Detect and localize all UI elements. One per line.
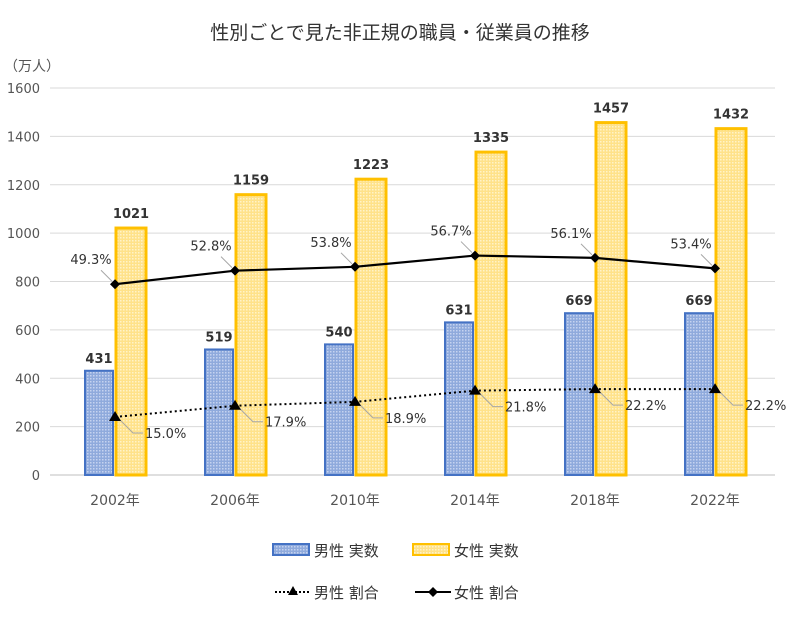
y-tick-label: 1400 <box>7 130 40 145</box>
bar-label-female: 1432 <box>713 108 749 123</box>
marker-diamond <box>590 252 600 263</box>
marker-triangle <box>709 383 721 394</box>
marker-triangle <box>469 384 481 395</box>
line-female-ratio <box>114 254 716 286</box>
leader-line <box>598 390 623 406</box>
leader-line <box>460 241 473 253</box>
bar-male <box>324 343 354 477</box>
bar-label-female: 1159 <box>233 174 269 189</box>
ratio-label-female: 56.1% <box>550 227 591 242</box>
bar-male <box>84 369 114 476</box>
bar-female <box>594 121 628 477</box>
leader-line <box>580 243 593 256</box>
bar-label-female: 1021 <box>113 207 149 222</box>
bar-label-male: 669 <box>565 294 592 309</box>
ratio-label-female: 53.8% <box>310 236 351 251</box>
y-tick-label: 1000 <box>7 227 40 242</box>
bar-female <box>114 226 148 477</box>
bar-label-male: 431 <box>85 352 112 367</box>
marker-triangle <box>349 395 361 406</box>
leader-line <box>340 252 353 265</box>
bar-female <box>474 150 508 477</box>
ratio-label-male: 21.8% <box>505 401 546 416</box>
leader-line <box>238 407 263 423</box>
ratio-label-male: 17.9% <box>265 416 306 431</box>
y-tick-label: 800 <box>15 276 40 291</box>
legend-swatch-male-count <box>272 543 310 556</box>
marker-diamond <box>110 279 120 290</box>
ratio-label-male: 15.0% <box>145 427 186 442</box>
y-tick-label: 1200 <box>7 179 40 194</box>
legend-diamond-icon <box>428 587 438 597</box>
ratio-label-female: 53.4% <box>670 237 711 252</box>
chart-title: 性別ごとで見た非正規の職員・従業員の推移 <box>210 22 590 44</box>
x-tick-label: 2014年 <box>450 493 500 509</box>
bar-label-female: 1223 <box>353 158 389 173</box>
legend-label: 男性 割合 <box>314 584 379 602</box>
ratio-label-female: 56.7% <box>430 225 471 240</box>
y-tick-label: 400 <box>15 372 40 387</box>
legend-label: 女性 実数 <box>454 542 519 560</box>
x-tick-label: 2006年 <box>210 493 260 509</box>
leader-line <box>358 403 383 419</box>
marker-triangle <box>229 399 241 410</box>
bar-label-female: 1457 <box>593 102 629 117</box>
bar-male <box>444 321 474 476</box>
leader-line <box>118 418 143 434</box>
legend-label: 女性 割合 <box>454 584 519 602</box>
marker-diamond <box>470 250 480 261</box>
bar-label-male: 669 <box>685 294 712 309</box>
y-tick-label: 1600 <box>7 82 40 97</box>
leader-line <box>478 392 503 408</box>
bar-male <box>564 312 594 477</box>
leader-line <box>700 253 713 266</box>
marker-diamond <box>710 263 720 274</box>
x-tick-label: 2002年 <box>90 493 140 509</box>
line-male-ratio <box>114 388 715 418</box>
y-tick-label: 600 <box>15 324 40 339</box>
bar-female <box>234 193 268 477</box>
leader-line <box>100 269 113 282</box>
x-tick-label: 2018年 <box>570 493 620 509</box>
ratio-label-male: 22.2% <box>625 399 666 414</box>
ratio-label-female: 49.3% <box>70 253 111 268</box>
marker-triangle <box>589 383 601 394</box>
marker-diamond <box>230 265 240 276</box>
ratio-label-female: 52.8% <box>190 240 231 255</box>
ratio-label-male: 18.9% <box>385 412 426 427</box>
leader-line <box>718 390 743 406</box>
marker-triangle <box>109 410 121 421</box>
bar-label-male: 519 <box>205 330 232 345</box>
x-tick-label: 2022年 <box>690 493 740 509</box>
marker-diamond <box>350 261 360 272</box>
ratio-label-male: 22.2% <box>745 399 786 414</box>
legend-swatch-female-count <box>412 543 450 556</box>
x-tick-label: 2010年 <box>330 493 380 509</box>
bar-male <box>684 312 714 477</box>
bar-female <box>714 127 748 477</box>
y-tick-label: 0 <box>32 469 40 484</box>
bar-female <box>354 177 388 477</box>
bar-label-female: 1335 <box>473 131 509 146</box>
leader-line <box>220 256 233 269</box>
y-axis-unit: （万人） <box>4 59 60 75</box>
bar-label-male: 540 <box>325 325 352 340</box>
legend-triangle-icon <box>288 586 298 595</box>
y-tick-label: 200 <box>15 421 40 436</box>
bar-male <box>204 348 234 477</box>
legend-label: 男性 実数 <box>314 542 379 560</box>
bar-label-male: 631 <box>445 303 472 318</box>
